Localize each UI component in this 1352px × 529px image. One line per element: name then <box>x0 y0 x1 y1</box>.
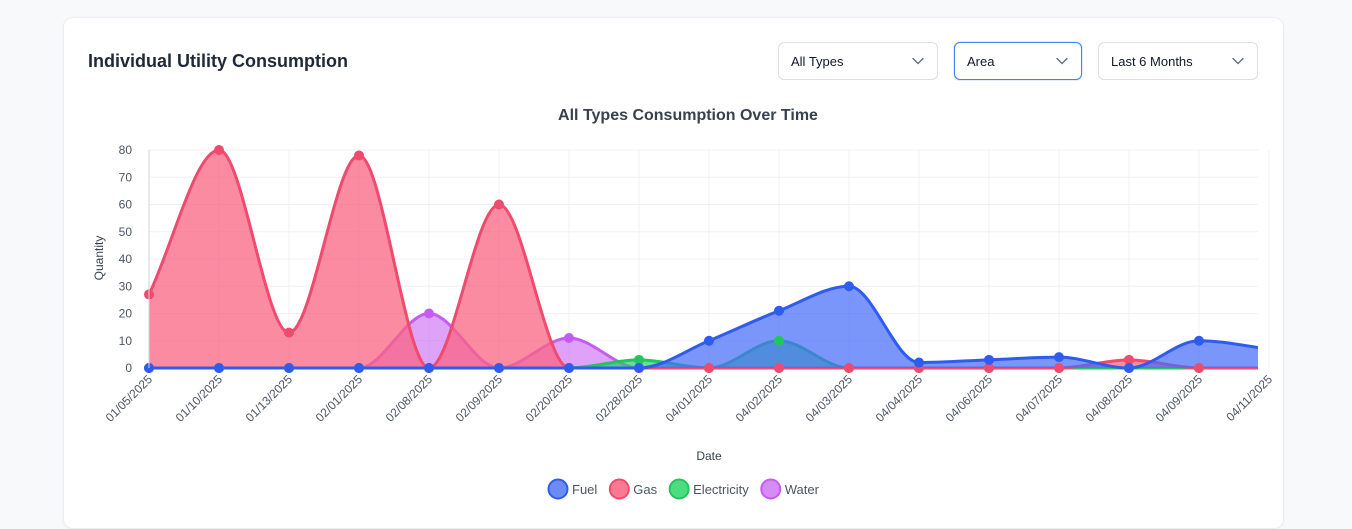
legend-label-water[interactable]: Water <box>785 482 820 497</box>
chart-style-select[interactable]: Area <box>954 42 1082 80</box>
area-fuel <box>149 286 1258 369</box>
y-axis-label: Quantity <box>92 236 106 281</box>
x-tick-label: 02/09/2025 <box>453 372 506 425</box>
x-tick-label: 04/11/2025 <box>1223 372 1275 424</box>
y-tick-label: 80 <box>119 143 133 157</box>
x-tick-label: 04/06/2025 <box>943 372 996 425</box>
x-axis-label: Date <box>696 449 722 463</box>
point-gas[interactable] <box>984 363 994 373</box>
chart-style-value: Area <box>967 53 995 69</box>
y-tick-label: 60 <box>119 198 133 212</box>
x-tick-label: 02/20/2025 <box>523 372 576 425</box>
point-fuel[interactable] <box>284 363 294 373</box>
area-water <box>149 313 1258 369</box>
point-water[interactable] <box>424 308 434 319</box>
x-tick-label: 02/08/2025 <box>383 372 436 425</box>
x-tick-label: 04/04/2025 <box>873 372 926 425</box>
chart-card: Individual Utility Consumption All Types… <box>63 17 1284 529</box>
x-tick-label: 01/05/2025 <box>103 372 156 425</box>
legend-label-fuel[interactable]: Fuel <box>572 482 597 497</box>
chevron-down-icon <box>1055 54 1069 68</box>
point-gas[interactable] <box>1124 354 1134 365</box>
point-fuel[interactable] <box>914 357 924 368</box>
y-tick-label: 50 <box>119 225 133 239</box>
x-tick-label: 04/03/2025 <box>803 372 856 425</box>
area-gas <box>149 150 1258 369</box>
type-filter-select[interactable]: All Types <box>778 42 938 80</box>
legend-swatch-gas[interactable] <box>608 478 630 500</box>
point-gas[interactable] <box>214 145 224 155</box>
point-fuel[interactable] <box>844 281 854 292</box>
x-tick-label: 02/28/2025 <box>593 372 646 425</box>
point-electricity[interactable] <box>774 335 784 346</box>
x-tick-label: 04/01/2025 <box>663 372 716 425</box>
line-fuel <box>149 284 1258 370</box>
x-tick-label: 01/13/2025 <box>243 372 296 425</box>
legend-swatch-fuel[interactable] <box>547 478 569 500</box>
y-tick-label: 30 <box>119 279 133 293</box>
point-gas[interactable] <box>1194 363 1204 373</box>
x-tick-label: 04/09/2025 <box>1153 372 1206 425</box>
x-tick-label: 04/07/2025 <box>1013 372 1066 425</box>
point-electricity[interactable] <box>634 354 644 365</box>
legend-label-gas[interactable]: Gas <box>633 482 657 497</box>
chevron-down-icon <box>911 54 925 68</box>
x-tick-label: 01/10/2025 <box>173 372 226 425</box>
page-title: Individual Utility Consumption <box>88 51 348 71</box>
point-fuel[interactable] <box>494 363 504 373</box>
date-range-value: Last 6 Months <box>1111 53 1193 69</box>
y-tick-label: 10 <box>119 334 133 348</box>
point-gas[interactable] <box>354 150 364 161</box>
point-fuel[interactable] <box>774 305 784 316</box>
y-tick-label: 0 <box>125 361 132 375</box>
point-fuel[interactable] <box>634 363 644 373</box>
point-gas[interactable] <box>844 363 854 373</box>
point-gas[interactable] <box>774 363 784 373</box>
y-tick-label: 20 <box>119 307 133 321</box>
point-gas[interactable] <box>284 327 294 338</box>
x-tick-label: 04/08/2025 <box>1083 372 1136 425</box>
point-fuel[interactable] <box>214 363 224 373</box>
consumption-area-chart: All Types Consumption Over Time 0 10 20 30 4… <box>92 107 1275 500</box>
legend-label-electricity[interactable]: Electricity <box>693 482 749 497</box>
point-gas[interactable] <box>1054 363 1064 373</box>
legend-swatch-electricity[interactable] <box>668 478 690 500</box>
y-tick-label: 40 <box>119 252 133 266</box>
point-fuel[interactable] <box>984 354 994 365</box>
point-fuel[interactable] <box>1194 335 1204 346</box>
y-tick-label: 70 <box>119 170 133 184</box>
type-filter-value: All Types <box>791 53 844 69</box>
point-fuel[interactable] <box>564 363 574 373</box>
point-gas[interactable] <box>704 363 714 373</box>
date-range-select[interactable]: Last 6 Months <box>1098 42 1258 80</box>
x-tick-label: 02/01/2025 <box>313 372 366 425</box>
chevron-down-icon <box>1231 54 1245 68</box>
point-fuel[interactable] <box>1054 352 1064 363</box>
point-fuel[interactable] <box>424 363 434 373</box>
point-gas[interactable] <box>494 199 504 210</box>
x-tick-label: 04/02/2025 <box>733 372 786 425</box>
chart-title: All Types Consumption Over Time <box>558 107 818 124</box>
point-fuel[interactable] <box>354 363 364 373</box>
point-water[interactable] <box>564 333 574 344</box>
point-fuel[interactable] <box>1124 363 1134 373</box>
legend-swatch-water[interactable] <box>760 478 782 500</box>
point-fuel[interactable] <box>704 335 714 346</box>
